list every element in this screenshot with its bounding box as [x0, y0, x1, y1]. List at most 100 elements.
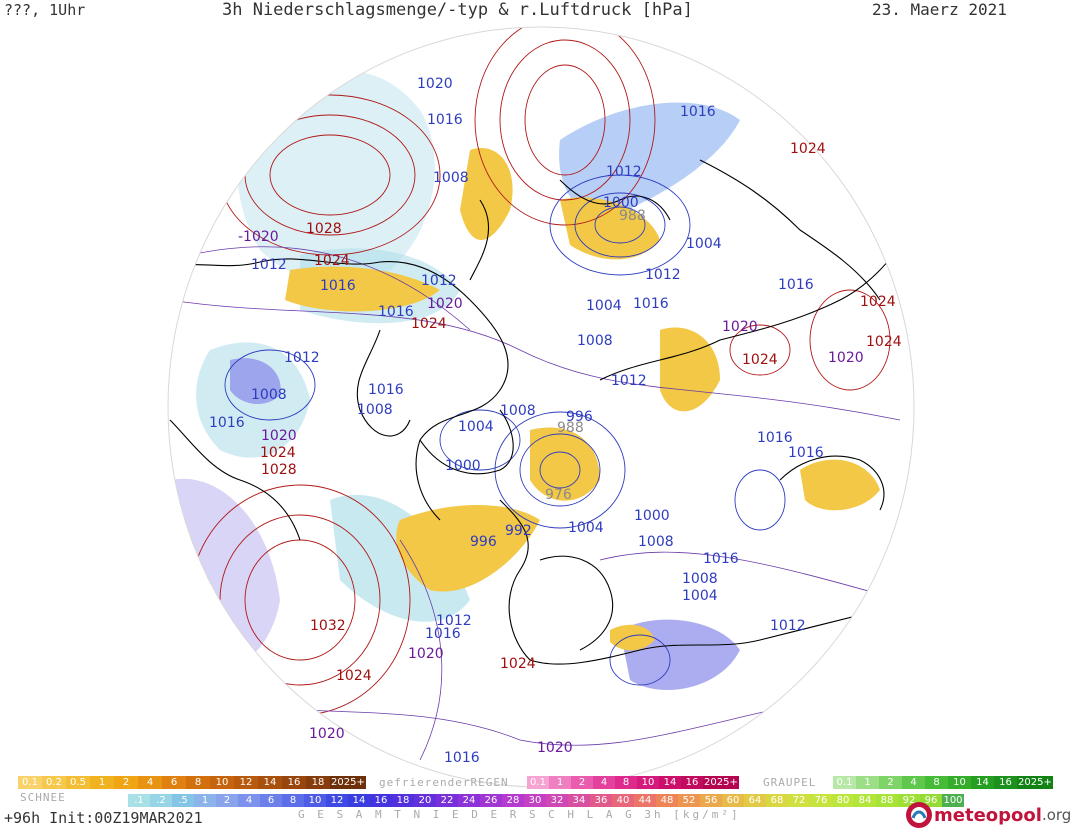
rain-area-bering	[560, 197, 660, 260]
legend-freezing-rain-title: gefrierenderREGEN	[379, 776, 509, 789]
legend-swatch: 14	[258, 776, 282, 789]
rain-area-east-asia	[800, 459, 880, 511]
pressure-label: 1012	[436, 613, 472, 629]
pressure-label: 1008	[433, 170, 469, 186]
legend-swatch: 2	[571, 776, 593, 789]
legend-swatch: 10	[304, 794, 326, 807]
legend-swatch: 1	[549, 776, 571, 789]
legend-freezing-rain-scale: 0.1 1 2 4 8 10 14 16 2025+	[527, 776, 739, 789]
pressure-label: 976	[545, 487, 572, 503]
legend-swatch: 64	[744, 794, 766, 807]
pressure-label: -1020	[238, 229, 279, 245]
pressure-label: 1024	[260, 445, 296, 461]
legend-swatch: 52	[678, 794, 700, 807]
legend-swatch: 8	[186, 776, 210, 789]
legend-swatch: 1	[856, 776, 879, 789]
legend-swatch: 2025+	[1017, 776, 1053, 789]
legend-swatch: 8	[282, 794, 304, 807]
legend-swatch: 72	[788, 794, 810, 807]
legend-swatch: 0.1	[18, 776, 42, 789]
legend-swatch: 80	[832, 794, 854, 807]
legend-swatch: 4	[593, 776, 615, 789]
rain-area-mediterranean	[610, 624, 655, 651]
legend-total-precip-scale: .1.2.5 1 2 4 6 8 10 12 14 16 18 20 22 24 26 28 30 32 34 36 4…	[128, 794, 964, 807]
legend-swatch: 40	[612, 794, 634, 807]
legend-snow-title: SCHNEE	[20, 791, 66, 804]
pressure-label: 1024	[866, 334, 902, 350]
pressure-label: 1000	[634, 508, 670, 524]
pressure-label: 1012	[421, 273, 457, 289]
legend-swatch: .1	[128, 794, 150, 807]
pressure-label: 1024	[336, 668, 372, 684]
legend-swatch: 88	[876, 794, 898, 807]
rain-area-alaska	[285, 266, 440, 312]
legend-total-precip-title: G E S A M T N I E D E R S C H L A G 3h […	[298, 808, 741, 821]
pressure-label: 988	[557, 420, 584, 436]
legend-swatch: 60	[722, 794, 744, 807]
legend-swatch: 10	[637, 776, 659, 789]
legend-swatch: 4	[138, 776, 162, 789]
pressure-label: 1024	[411, 316, 447, 332]
coastlines	[169, 159, 906, 665]
pressure-label: 996	[470, 534, 497, 550]
pressure-label: 1016	[427, 112, 463, 128]
isobars-mid	[169, 246, 901, 761]
pressure-label: 1004	[458, 419, 494, 435]
map-date: 23. Maerz 2021	[872, 0, 1007, 19]
pressure-label: 988	[619, 208, 646, 224]
legend-swatch: .5	[172, 794, 194, 807]
pressure-label: 1020	[537, 740, 573, 756]
meteopool-logo-tld: .org	[1041, 806, 1072, 824]
legend-swatch: 4	[238, 794, 260, 807]
rain-area-atlantic	[396, 505, 540, 592]
legend-swatch: 28	[502, 794, 524, 807]
heavy-area-canada	[230, 358, 281, 405]
header-model-run-label: ???, 1Uhr	[4, 1, 86, 19]
legend-swatch: 14	[348, 794, 370, 807]
legend-swatch: 10	[948, 776, 971, 789]
meteopool-logo[interactable]: meteopool .org	[904, 800, 1071, 830]
pressure-label: 1024	[314, 253, 350, 269]
legend-swatch: 14	[659, 776, 681, 789]
legend-swatch: 12	[234, 776, 258, 789]
legend-swatch: .2	[150, 794, 172, 807]
rain-area-pacific-north	[460, 148, 513, 240]
pressure-label: 1012	[611, 373, 647, 389]
pressure-label: 1020	[427, 296, 463, 312]
pressure-label: 1020	[417, 76, 453, 92]
pressure-label: 1016	[633, 296, 669, 312]
legend-swatch: 100	[942, 794, 964, 807]
legend-swatch: 2	[879, 776, 902, 789]
legend-snow-scale: 0.1 0.2 0.5 1 2 4 6 8 10 12 14 16 18 2025+	[18, 776, 366, 789]
pressure-label: 1008	[500, 403, 536, 419]
meteopool-logo-text: meteopool	[934, 804, 1042, 826]
legend-swatch: 0.5	[66, 776, 90, 789]
legend-swatch: 56	[700, 794, 722, 807]
legend-swatch: 30	[524, 794, 546, 807]
legend-swatch: 18	[392, 794, 414, 807]
pressure-label: 1024	[742, 352, 778, 368]
pressure-label: 1024	[790, 141, 826, 157]
legend-swatch: 44	[634, 794, 656, 807]
legend-swatch: 32	[546, 794, 568, 807]
pressure-label: 1016	[444, 750, 480, 766]
pressure-label: 1016	[378, 304, 414, 320]
pressure-label: 1008	[357, 402, 393, 418]
pressure-label: 1012	[251, 257, 287, 273]
legend-swatch: 10	[210, 776, 234, 789]
legend-swatch: 2	[216, 794, 238, 807]
legend-swatch: 16	[681, 776, 703, 789]
pressure-label: 1016	[209, 415, 245, 431]
pressure-label: 1004	[686, 236, 722, 252]
pressure-label: 1016	[425, 626, 461, 642]
pressure-label: 1016	[757, 430, 793, 446]
legend-swatch: 12	[326, 794, 348, 807]
legend-swatch: 16	[370, 794, 392, 807]
pressure-label: 1028	[261, 462, 297, 478]
legend-swatch: 8	[925, 776, 948, 789]
pressure-label: 1016	[368, 382, 404, 398]
legend-swatch: 48	[656, 794, 678, 807]
pressure-label: 1016	[778, 277, 814, 293]
legend-swatch: 0.1	[833, 776, 856, 789]
legend-swatch: 2	[114, 776, 138, 789]
